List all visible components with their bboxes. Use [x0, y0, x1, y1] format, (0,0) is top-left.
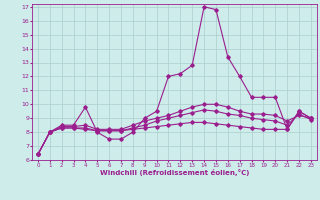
X-axis label: Windchill (Refroidissement éolien,°C): Windchill (Refroidissement éolien,°C) [100, 169, 249, 176]
